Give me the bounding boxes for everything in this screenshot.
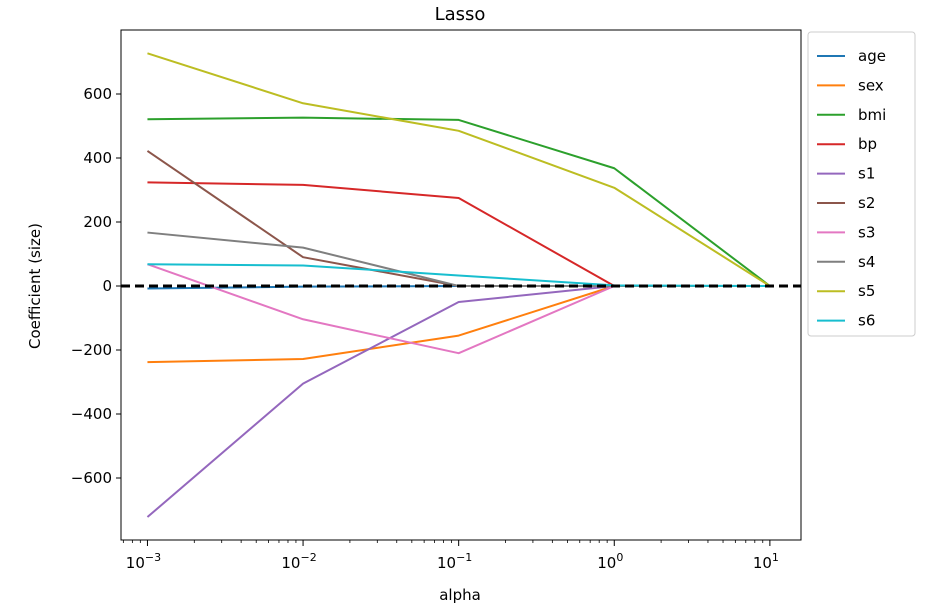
legend-label-s5: s5	[858, 282, 875, 300]
y-axis: −600 −400 −200 0 200 400 600	[71, 85, 121, 487]
y-tick-label: −400	[71, 405, 112, 423]
legend: age sex bmi bp s1 s2 s3 s4 s5 s6	[807, 31, 916, 337]
plot-area	[120, 29, 802, 541]
series-line-s6	[147, 263, 770, 287]
legend-label-bmi: bmi	[858, 106, 886, 124]
legend-label-sex: sex	[858, 76, 884, 94]
legend-label-age: age	[858, 47, 886, 65]
x-tick-label: 100	[597, 551, 623, 572]
legend-label-s6: s6	[858, 312, 875, 330]
x-tick-label: 10−2	[281, 551, 316, 572]
chart-title: Lasso	[435, 4, 486, 25]
series-line-s5	[147, 52, 771, 287]
x-tick-label: 10−3	[126, 551, 161, 572]
x-tick-label: 10−1	[437, 551, 472, 572]
legend-label-s1: s1	[858, 165, 875, 183]
y-tick-label: 0	[102, 277, 112, 295]
y-tick-label: 400	[83, 149, 112, 167]
x-axis: 10−3 10−2 10−1 100 101	[122, 540, 779, 572]
y-tick-label: 600	[83, 85, 112, 103]
series-line-s1	[146, 285, 770, 518]
legend-label-s4: s4	[858, 253, 875, 271]
legend-label-bp: bp	[858, 135, 877, 153]
series-line-bp	[147, 181, 770, 287]
y-axis-label: Coefficient (size)	[26, 223, 44, 349]
legend-label-s2: s2	[858, 194, 875, 212]
legend-box	[807, 31, 916, 337]
y-tick-label: −600	[71, 469, 112, 487]
legend-label-s3: s3	[858, 223, 875, 241]
x-tick-label: 101	[753, 551, 779, 572]
y-tick-label: −200	[71, 341, 112, 359]
y-tick-label: 200	[83, 213, 112, 231]
x-axis-label: alpha	[439, 586, 481, 604]
series-line-bmi	[147, 116, 771, 287]
series-line-s4	[147, 231, 770, 287]
series-line-s3	[147, 263, 770, 355]
